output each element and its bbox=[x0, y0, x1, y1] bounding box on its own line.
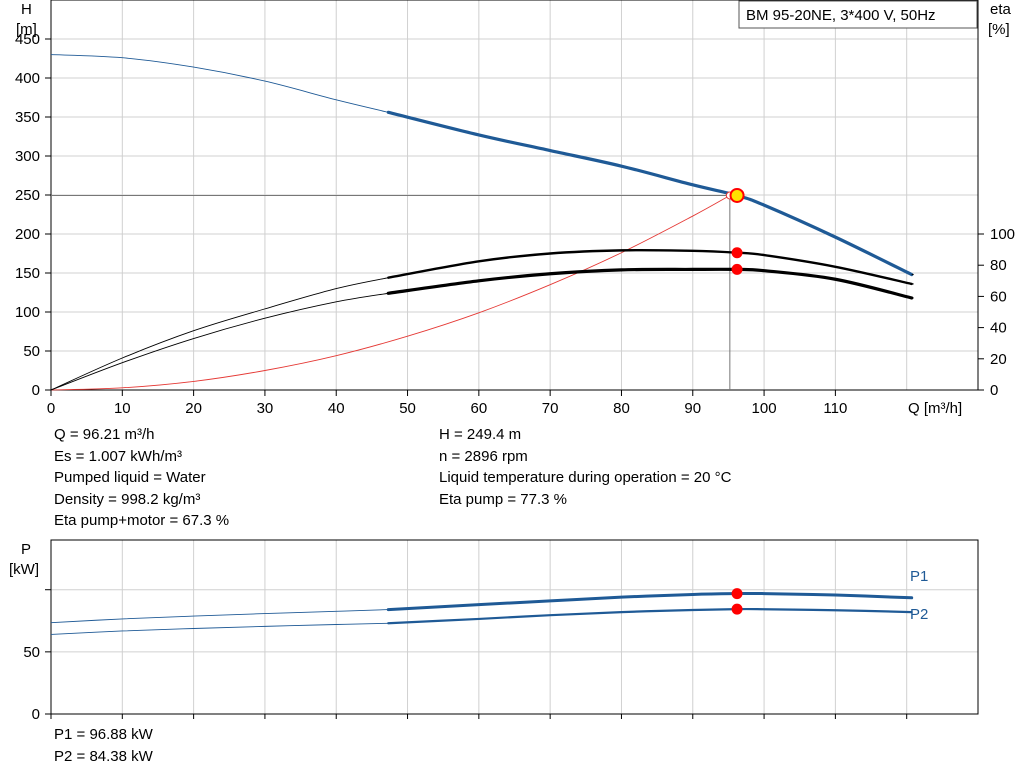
power-curve-p2-operating bbox=[387, 607, 913, 625]
head-chart-points bbox=[725, 187, 745, 275]
eta-axis-ticks: 0 20 40 60 80 100 bbox=[978, 226, 1015, 399]
info-density: Density = 998.2 kg/m³ bbox=[54, 490, 201, 508]
head-tick-label: 400 bbox=[15, 70, 40, 87]
power-tick-label: 50 bbox=[23, 644, 40, 661]
eta-axis-unit: [%] bbox=[988, 21, 1010, 38]
eta-tick-label: 20 bbox=[990, 351, 1007, 368]
x-tick-label: 30 bbox=[257, 400, 274, 417]
series-label-p2: P2 bbox=[910, 606, 928, 623]
power-chart-frame bbox=[50, 539, 979, 715]
eta-pump-point bbox=[731, 247, 743, 259]
x-tick-label: 70 bbox=[542, 400, 559, 417]
info-flow: Q = 96.21 m³/h bbox=[54, 426, 155, 443]
chart-title-box: BM 95-20NE, 3*400 V, 50Hz bbox=[738, 0, 978, 29]
info-energy: Es = 1.007 kWh/m³ bbox=[54, 447, 182, 465]
head-axis-ticks: 0 50 100 150 200 250 300 350 400 450 bbox=[15, 31, 51, 399]
x-tick-label: 100 bbox=[752, 400, 777, 417]
x-axis-ticks: 0 10 20 30 40 50 60 70 80 90 100 110 bbox=[47, 390, 847, 417]
x-axis-label: Q [m³/h] bbox=[908, 400, 962, 417]
eta-total-curve-extended bbox=[50, 292, 389, 391]
info-left-block: Q = 96.21 m³/h Es = 1.007 kWh/m³ Pumped … bbox=[54, 424, 229, 532]
info-eta-pump: Eta pump = 77.3 % bbox=[439, 490, 567, 508]
x-tick-label: 20 bbox=[185, 400, 202, 417]
x-tick-label: 80 bbox=[613, 400, 630, 417]
info-liquid: Pumped liquid = Water bbox=[54, 469, 206, 486]
power-curve-p1-operating bbox=[386, 591, 914, 612]
x-tick-label: 40 bbox=[328, 400, 345, 417]
x-tick-label: 60 bbox=[471, 400, 488, 417]
power-axis-label: P bbox=[21, 541, 31, 558]
head-tick-label: 300 bbox=[15, 148, 40, 165]
head-tick-label: 450 bbox=[15, 31, 40, 48]
info-speed: n = 2896 rpm bbox=[439, 447, 528, 465]
power-curve-p2-extended bbox=[50, 622, 389, 635]
head-tick-label: 250 bbox=[15, 187, 40, 204]
power-tick-label: 0 bbox=[32, 706, 40, 723]
info-eta-total: Eta pump+motor = 67.3 % bbox=[54, 512, 230, 529]
head-tick-label: 100 bbox=[15, 304, 40, 321]
power-axis-unit: [kW] bbox=[9, 561, 39, 578]
x-tick-label: 0 bbox=[47, 400, 55, 417]
x-tick-label: 90 bbox=[684, 400, 701, 417]
head-tick-label: 150 bbox=[15, 265, 40, 282]
x-tick-label: 50 bbox=[399, 400, 416, 417]
power-chart-series bbox=[50, 591, 914, 635]
eta-tick-label: 40 bbox=[990, 320, 1007, 337]
head-curve-extended bbox=[50, 54, 389, 113]
eta-tick-label: 100 bbox=[990, 226, 1015, 243]
series-label-p1: P1 bbox=[910, 568, 928, 585]
info-power-block: P1 = 96.88 kW P2 = 84.38 kW bbox=[54, 724, 153, 767]
eta-tick-label: 80 bbox=[990, 257, 1007, 274]
x-tick-label: 110 bbox=[823, 400, 847, 417]
head-chart-series bbox=[50, 54, 914, 391]
info-p2: P2 = 84.38 kW bbox=[54, 747, 153, 765]
eta-total-point bbox=[731, 263, 743, 275]
p2-point bbox=[731, 603, 743, 615]
head-tick-label: 50 bbox=[23, 343, 40, 360]
p1-point bbox=[731, 588, 743, 600]
eta-pump-curve-extended bbox=[50, 277, 389, 391]
info-temperature: Liquid temperature during operation = 20… bbox=[439, 469, 732, 486]
power-chart-points bbox=[731, 588, 743, 615]
power-chart-grid bbox=[50, 540, 979, 719]
x-tick-label: 10 bbox=[114, 400, 131, 417]
duty-point bbox=[729, 187, 745, 203]
chart-title-frame bbox=[738, 0, 978, 29]
info-right-block: H = 249.4 m n = 2896 rpm Liquid temperat… bbox=[439, 424, 731, 510]
system-curve bbox=[50, 195, 731, 391]
eta-tick-label: 0 bbox=[990, 382, 998, 399]
head-axis-unit: [m] bbox=[16, 21, 37, 38]
chart-title: BM 95-20NE, 3*400 V, 50Hz bbox=[746, 7, 936, 24]
info-head: H = 249.4 m bbox=[439, 426, 522, 443]
info-p1: P1 = 96.88 kW bbox=[54, 726, 153, 743]
head-tick-label: 350 bbox=[15, 109, 40, 126]
head-curve-operating bbox=[386, 110, 914, 277]
head-tick-label: 200 bbox=[15, 226, 40, 243]
power-curve-p1-extended bbox=[50, 609, 389, 624]
head-tick-label: 0 bbox=[32, 382, 40, 399]
eta-axis-label: eta bbox=[990, 1, 1012, 18]
eta-tick-label: 60 bbox=[990, 288, 1007, 305]
eta-total-curve-operating bbox=[386, 267, 914, 300]
eta-pump-curve-operating bbox=[387, 249, 913, 286]
head-axis-label: H bbox=[21, 1, 32, 18]
power-axis-ticks: 0 50 bbox=[23, 589, 51, 723]
